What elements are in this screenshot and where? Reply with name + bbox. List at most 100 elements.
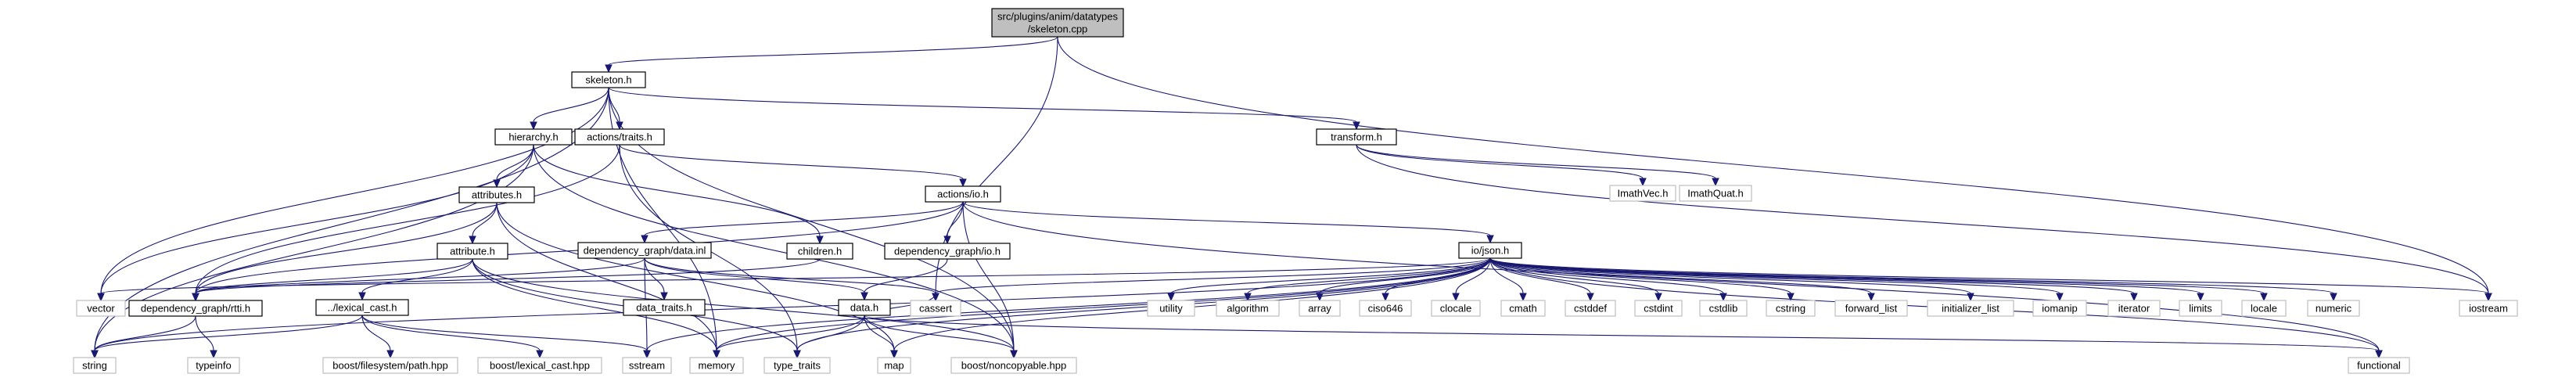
node-box — [689, 357, 744, 374]
node-box — [786, 243, 853, 260]
node-box — [1679, 185, 1752, 202]
node-dep-graph-io-h[interactable]: dependency_graph/io.h — [884, 243, 1011, 260]
arrowhead — [1316, 293, 1324, 302]
node-box — [910, 300, 961, 317]
edge-skeleton-h-to-transform-h — [608, 87, 1360, 131]
node-box — [2241, 300, 2287, 317]
edge-line — [94, 315, 363, 351]
node-label: actions/io.h — [937, 189, 989, 200]
node-cmath: cmath — [1500, 300, 1546, 317]
edge-line — [100, 144, 534, 294]
node-attribute-h[interactable]: attribute.h — [437, 243, 508, 260]
arrowhead — [1452, 293, 1460, 302]
arrowhead — [2056, 293, 2064, 302]
node-cstring: cstring — [1766, 300, 1816, 317]
node-children-h[interactable]: children.h — [786, 243, 853, 260]
node-boost-noncopyable: boost/noncopyable.hpp — [950, 357, 1077, 374]
edge-line — [533, 87, 609, 123]
edge-line — [195, 257, 645, 294]
node-label: attributes.h — [472, 189, 522, 201]
node-data-traits-h[interactable]: data_traits.h — [623, 299, 706, 316]
arrowhead — [1967, 293, 1974, 302]
node-io-json-h[interactable]: io/json.h — [1458, 242, 1522, 259]
node-box — [763, 357, 831, 374]
edge-line — [361, 315, 391, 351]
edge-line — [361, 315, 541, 351]
arrowhead — [959, 178, 967, 188]
node-box — [623, 299, 706, 316]
node-box — [1359, 300, 1412, 317]
node-cstdint: cstdint — [1634, 300, 1683, 317]
node-dep-graph-rtti-h[interactable]: dependency_graph/rtti.h — [128, 300, 263, 317]
node-box — [1927, 300, 2014, 317]
edge-transform-h-to-imathvec-h — [1356, 144, 1647, 187]
node-memory: memory — [689, 357, 744, 374]
node-sstream: sstream — [622, 357, 672, 374]
arrowhead — [530, 121, 537, 131]
node-cstdlib: cstdlib — [1699, 300, 1748, 317]
node-map: map — [877, 357, 911, 374]
node-type-traits: type_traits — [763, 357, 831, 374]
node-box — [1316, 128, 1397, 146]
node-attributes-h[interactable]: attributes.h — [458, 186, 535, 203]
node-label: ciso646 — [1368, 303, 1403, 315]
arrowhead — [1519, 293, 1527, 302]
node-box — [2459, 300, 2518, 317]
node-lexical-cast-h[interactable]: ../lexical_cast.h — [315, 299, 409, 316]
node-label: iomanip — [2042, 303, 2078, 315]
node-label: limits — [2189, 303, 2212, 315]
node-box — [577, 242, 712, 259]
edge-line — [472, 258, 717, 351]
node-actions-traits-h[interactable]: actions/traits.h — [574, 128, 665, 146]
edge-line — [195, 258, 821, 294]
node-label: type_traits — [774, 360, 821, 372]
node-actions-io-h[interactable]: actions/io.h — [925, 185, 1001, 203]
node-hierarchy-h[interactable]: hierarchy.h — [494, 128, 573, 146]
edge-line — [195, 258, 473, 294]
node-imathquat-h: ImathQuat.h — [1679, 185, 1752, 202]
edge-line — [496, 144, 534, 181]
edge-dep-graph-data-inl-to-cassert — [644, 257, 940, 302]
edge-root-to-skeleton-h — [605, 36, 1058, 74]
node-skeleton-h[interactable]: skeleton.h — [571, 71, 646, 88]
node-label: children.h — [798, 246, 842, 257]
edge-root-to-iostream — [1057, 36, 2492, 302]
node-array: array — [1299, 300, 1341, 317]
edge-line — [1489, 257, 2334, 294]
node-functional: functional — [2348, 357, 2410, 374]
node-box — [1458, 242, 1522, 259]
node-box — [76, 300, 126, 317]
edge-line — [1489, 257, 1791, 294]
edge-lexical-cast-h-to-string — [91, 315, 363, 359]
edge-root-to-cassert — [932, 36, 1058, 302]
node-transform-h[interactable]: transform.h — [1316, 128, 1397, 146]
edge-line — [472, 202, 498, 237]
arrowhead — [210, 350, 217, 359]
edge-line — [716, 257, 1491, 351]
node-label: data_traits.h — [636, 302, 692, 314]
node-data-h[interactable]: data.h — [838, 299, 891, 316]
edge-io-json-h-to-cmath — [1489, 257, 1527, 302]
edge-attributes-h-to-attribute-h — [469, 202, 498, 245]
node-box — [73, 357, 117, 374]
node-box — [1699, 300, 1748, 317]
edge-line — [644, 257, 665, 293]
arrowhead — [469, 236, 476, 245]
node-box — [2107, 300, 2161, 317]
edge-dep-graph-rtti-h-to-typeinfo — [195, 315, 217, 359]
node-root[interactable]: src/plugins/anim/datatypes/skeleton.cpp — [991, 8, 1124, 38]
arrowhead — [192, 293, 199, 302]
node-layer: src/plugins/anim/datatypes/skeleton.cpp s… — [73, 8, 2518, 374]
node-dep-graph-data-inl[interactable]: dependency_graph/data.inl — [577, 242, 712, 259]
node-box — [838, 299, 891, 316]
arrowhead — [816, 236, 824, 245]
node-label: actions/traits.h — [587, 131, 652, 143]
edge-line — [1489, 257, 1591, 294]
edge-line — [1356, 144, 1644, 179]
edge-line — [716, 315, 865, 351]
edge-line — [644, 257, 865, 293]
node-label: skeleton.h — [585, 74, 631, 86]
edge-line — [644, 257, 936, 294]
edge-line — [962, 201, 2380, 351]
node-label: functional — [2357, 360, 2401, 372]
